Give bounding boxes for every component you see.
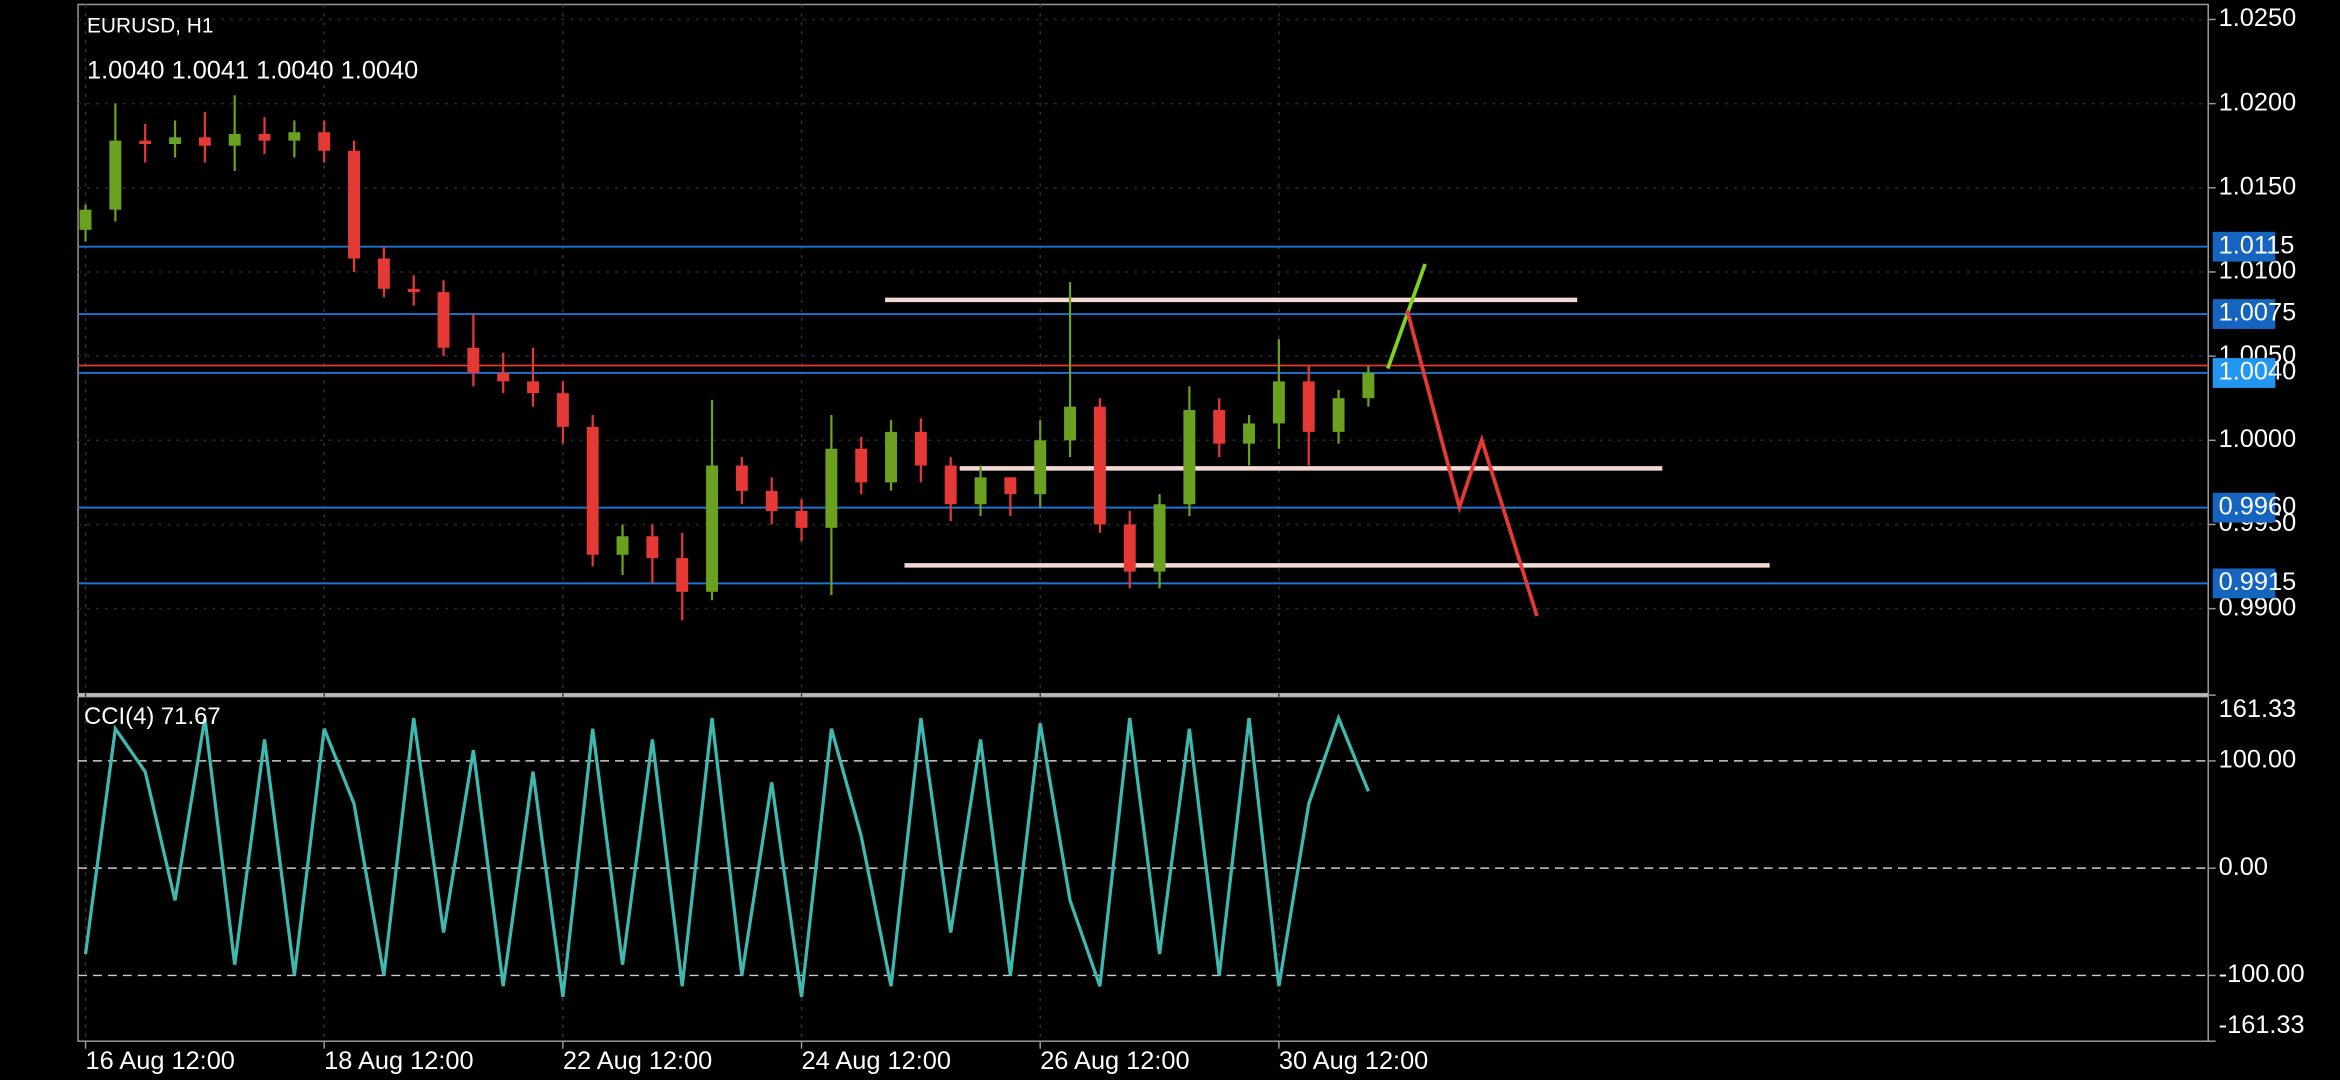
chart-title: EURUSD, H1 — [87, 14, 213, 37]
candle-body — [228, 133, 241, 146]
level-label: 0.9960 — [2219, 492, 2297, 520]
indicator-tick-label: -100.00 — [2219, 960, 2305, 988]
projection-up — [1386, 263, 1427, 370]
drawings — [885, 263, 1770, 617]
candle-body — [258, 133, 271, 141]
candle-body — [1332, 398, 1345, 432]
level-label: 1.0115 — [2219, 231, 2295, 259]
candle-body — [1302, 381, 1315, 432]
level-label: 1.0040 — [2219, 358, 2297, 386]
level-box — [2212, 231, 2276, 262]
candle-body — [855, 448, 868, 483]
candle-body — [527, 381, 540, 394]
level-box — [2212, 568, 2276, 599]
candle-body — [1064, 406, 1077, 441]
candle-body — [169, 137, 181, 145]
levels — [78, 245, 2209, 585]
y-tick-label: 1.0000 — [2219, 425, 2297, 453]
candle-body — [646, 536, 659, 559]
candles — [79, 95, 1375, 621]
indicator — [83, 713, 1370, 998]
level-box — [2212, 299, 2276, 329]
candle-body — [407, 288, 420, 293]
candle-body — [885, 431, 898, 483]
candle-body — [198, 137, 211, 146]
candle-body — [1183, 409, 1196, 505]
x-tick-label: 22 Aug 12:00 — [563, 1047, 712, 1075]
indicator-tick-label: 0.00 — [2219, 853, 2268, 881]
candle-body — [765, 490, 778, 512]
x-tick-label: 18 Aug 12:00 — [324, 1047, 473, 1075]
level-box — [2212, 358, 2276, 388]
quote: 1.0040 1.0041 1.0040 1.0040 — [87, 56, 418, 84]
y-tick-label: 1.0200 — [2219, 88, 2297, 116]
candle-body — [1153, 504, 1166, 572]
indicator-tick-label: -161.33 — [2219, 1011, 2305, 1039]
candle-body — [1123, 524, 1136, 572]
grid — [78, 4, 2209, 1042]
x-tick-label: 30 Aug 12:00 — [1279, 1047, 1428, 1075]
candle-body — [79, 209, 92, 230]
candle-body — [139, 140, 152, 145]
y-tick-label: 1.0250 — [2219, 4, 2297, 32]
x-tick-label: 26 Aug 12:00 — [1040, 1047, 1189, 1075]
level-label: 1.0075 — [2219, 299, 2297, 327]
candle-body — [735, 465, 748, 491]
projection-down — [1405, 309, 1539, 617]
x-tick-label: 24 Aug 12:00 — [802, 1047, 951, 1075]
candle-body — [556, 393, 569, 427]
candle-body — [795, 511, 808, 528]
candle-body — [1213, 409, 1226, 444]
candle-body — [1272, 381, 1285, 424]
candle-body — [288, 132, 301, 141]
candle-body — [616, 536, 629, 555]
candle-body — [825, 448, 838, 528]
candle-body — [1093, 406, 1106, 525]
candle-body — [1243, 423, 1256, 444]
candle-body — [109, 140, 122, 210]
candle-body — [348, 150, 360, 259]
candle-body — [497, 372, 510, 382]
y-tick-label: 1.0150 — [2219, 172, 2297, 200]
candle-body — [586, 426, 599, 555]
candle-body — [1004, 477, 1017, 495]
level-label: 0.9915 — [2219, 568, 2297, 596]
candle-body — [974, 477, 987, 505]
candle-body — [467, 347, 480, 373]
cci-line — [83, 713, 1370, 998]
candle-body — [318, 132, 331, 151]
candle-body — [1034, 440, 1047, 495]
candle-body — [437, 292, 450, 348]
indicator-tick-label: 100.00 — [2219, 746, 2297, 774]
indicator-tick-label: 161.33 — [2219, 695, 2297, 723]
level-box — [2212, 492, 2276, 523]
candle-body — [914, 431, 927, 466]
price-panel — [77, 3, 2209, 695]
indicator-title: CCI(4) 71.67 — [84, 703, 221, 730]
candle-body — [706, 465, 719, 592]
candle-body — [944, 465, 957, 505]
labels: 16 Aug 12:00 18 Aug 12:00 22 Aug 12:00 24 A… — [84, 4, 2305, 1075]
candle-body — [377, 258, 390, 289]
candle-body — [676, 558, 689, 592]
x-tick-label: 16 Aug 12:00 — [86, 1047, 235, 1075]
candle-body — [1362, 372, 1375, 399]
